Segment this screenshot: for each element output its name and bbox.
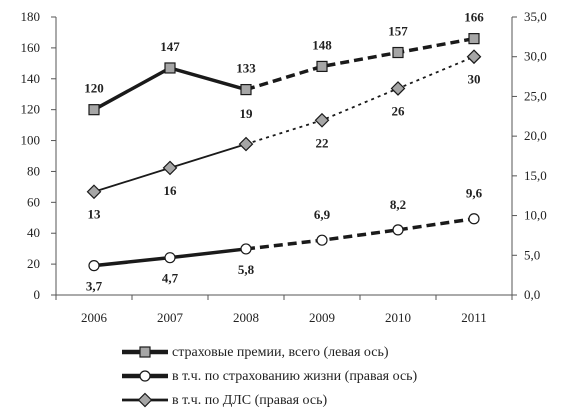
data-label: 13 <box>88 207 102 222</box>
data-point-circle <box>88 260 100 272</box>
data-label: 19 <box>240 106 254 121</box>
data-point-circle <box>164 252 176 264</box>
y-left-tick-label: 160 <box>21 40 41 55</box>
data-point-circle <box>392 224 404 236</box>
x-tick-label: 2010 <box>385 310 411 325</box>
legend-label: страховые премии, всего (левая ось) <box>172 345 389 360</box>
data-point-diamond <box>466 49 482 65</box>
data-point-diamond <box>390 81 406 96</box>
data-label: 166 <box>464 10 484 25</box>
data-point-diamond <box>162 160 178 176</box>
data-point-circle <box>240 243 252 255</box>
y-right-tick-label: 35,0 <box>524 9 547 24</box>
y-left-tick-label: 40 <box>27 225 40 240</box>
x-tick-label: 2008 <box>233 310 259 325</box>
y-left-tick-label: 120 <box>21 102 41 117</box>
legend-marker-square <box>139 346 151 358</box>
y-left-tick-label: 100 <box>21 133 41 148</box>
data-label: 22 <box>316 135 329 150</box>
data-point-diamond <box>86 184 102 200</box>
data-label: 30 <box>468 72 481 87</box>
y-right-tick-label: 0,0 <box>524 287 540 302</box>
data-point-diamond <box>238 136 254 152</box>
series-line-actual <box>93 66 247 112</box>
y-right-tick-label: 25,0 <box>524 88 547 103</box>
data-label: 3,7 <box>86 279 103 294</box>
series-line-forecast <box>245 55 475 145</box>
data-point-circle <box>468 213 480 225</box>
data-label: 5,8 <box>238 262 255 277</box>
legend-marker-circle <box>139 370 151 382</box>
data-point-square <box>88 104 100 116</box>
y-left-tick-label: 140 <box>21 71 41 86</box>
data-point-square <box>164 62 176 74</box>
data-label: 120 <box>84 81 104 96</box>
series-line-forecast <box>245 36 475 92</box>
data-label: 16 <box>164 183 178 198</box>
y-left-tick-label: 60 <box>27 194 40 209</box>
legend-label: в т.ч. по страхованию жизни (правая ось) <box>172 369 418 384</box>
y-right-tick-label: 20,0 <box>524 128 547 143</box>
data-label: 4,7 <box>162 271 179 286</box>
data-label: 26 <box>392 103 406 118</box>
data-label: 147 <box>160 39 180 54</box>
data-label: 148 <box>312 37 332 52</box>
series-line-forecast <box>245 217 475 251</box>
x-tick-label: 2006 <box>81 310 108 325</box>
data-label: 157 <box>388 24 408 39</box>
y-left-tick-label: 20 <box>27 256 40 271</box>
y-right-tick-label: 5,0 <box>524 247 540 262</box>
y-right-tick-label: 30,0 <box>524 49 547 64</box>
x-tick-label: 2009 <box>309 310 335 325</box>
y-left-tick-label: 0 <box>34 287 41 302</box>
y-left-tick-label: 180 <box>21 9 41 24</box>
y-right-tick-label: 15,0 <box>524 168 547 183</box>
data-point-square <box>392 46 404 59</box>
data-point-square <box>240 83 252 96</box>
x-tick-label: 2007 <box>157 310 184 325</box>
data-label: 133 <box>236 61 256 76</box>
legend-label: в т.ч. по ДЛС (правая ось) <box>172 393 327 408</box>
data-point-diamond <box>314 112 330 128</box>
y-left-tick-label: 80 <box>27 163 40 178</box>
legend-marker-diamond <box>137 392 153 408</box>
data-point-circle <box>316 234 328 246</box>
x-tick-label: 2011 <box>461 310 487 325</box>
data-label: 9,6 <box>466 186 483 201</box>
data-label: 6,9 <box>314 207 331 222</box>
data-point-square <box>316 60 328 73</box>
data-label: 8,2 <box>390 197 406 212</box>
y-right-tick-label: 10,0 <box>524 208 547 223</box>
data-point-square <box>468 33 480 45</box>
